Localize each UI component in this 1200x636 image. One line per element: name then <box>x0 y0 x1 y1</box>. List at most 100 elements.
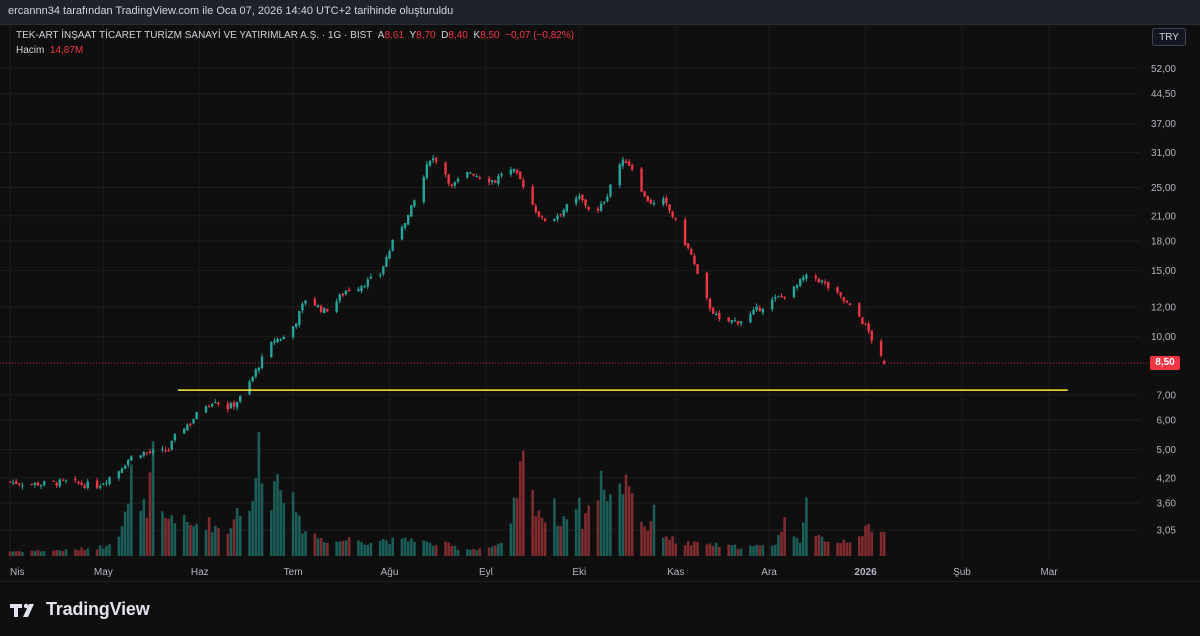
candle-body <box>83 485 86 488</box>
candle-body <box>848 303 852 305</box>
volume-bar <box>363 544 366 556</box>
volume-bar <box>204 530 208 556</box>
time-axis[interactable]: Nis May Haz Tem Ağu Eyl Eki Kas Ara 2026 Şub Mar <box>10 567 1058 578</box>
candle-body <box>519 171 522 180</box>
volume-bar <box>640 521 643 556</box>
volume-bar <box>276 474 279 556</box>
volume-bar <box>792 536 796 556</box>
volume-bar <box>425 541 429 556</box>
low-value: 8,40 <box>448 30 468 41</box>
candle-body <box>522 180 525 187</box>
change-value: −0,07 (−0,82%) <box>505 30 575 41</box>
candle-body <box>805 274 808 279</box>
candle-body <box>413 200 416 207</box>
volume-bar <box>711 546 715 556</box>
candle-body <box>817 279 821 283</box>
volume-bar <box>882 531 886 556</box>
volume-bar <box>14 551 18 556</box>
volume-bar <box>730 545 734 556</box>
volume-bar <box>282 502 286 556</box>
volume-bar <box>665 536 668 556</box>
volume-bar <box>58 550 62 556</box>
volume-legend: Hacim 14,87M <box>16 45 83 56</box>
candle-body <box>214 401 217 404</box>
candle-body <box>802 277 805 280</box>
candle-body <box>428 161 432 166</box>
volume-bar <box>254 478 258 556</box>
volume-bar <box>189 525 192 556</box>
volume-bar <box>279 490 282 556</box>
candle-body <box>447 174 450 184</box>
candle-body <box>217 402 220 405</box>
price-tick-label: 31,00 <box>1151 148 1176 159</box>
candle-body <box>618 164 621 186</box>
candle-body <box>621 159 625 166</box>
candle-body <box>475 176 478 178</box>
candle-body <box>777 296 780 298</box>
volume-bar <box>556 525 559 556</box>
volume-bar <box>864 525 867 556</box>
volume-bar <box>478 548 482 556</box>
volume-bar <box>130 464 133 556</box>
volume-bar <box>369 542 373 556</box>
candle-body <box>606 196 609 202</box>
candle-body <box>151 450 155 454</box>
candle-body <box>683 219 687 245</box>
volume-bar <box>537 510 541 556</box>
volume-bar <box>783 517 786 556</box>
volume-bar <box>30 550 34 556</box>
candle-body <box>587 206 590 210</box>
candle-body <box>127 459 130 465</box>
candle-body <box>229 403 233 409</box>
volume-bar <box>565 519 569 556</box>
volume-bar <box>385 540 388 556</box>
candle-body <box>466 172 469 178</box>
candle-body <box>537 211 541 217</box>
candle-body <box>139 455 142 458</box>
candle-body <box>487 178 491 183</box>
volume-bar <box>167 518 170 556</box>
candle-body <box>99 486 102 488</box>
candle-body <box>578 196 581 199</box>
volume-bar <box>217 528 220 556</box>
volume-bar <box>195 523 198 556</box>
candle-body <box>239 396 242 402</box>
volume-bar <box>512 497 516 556</box>
volume-bar <box>705 544 709 556</box>
candle-body <box>739 321 743 324</box>
volume-bar <box>413 541 416 556</box>
volume-bar <box>391 537 394 556</box>
volume-bar <box>475 550 478 556</box>
chart-pane[interactable]: 52,00 44,50 37,00 31,00 25,00 21,00 18,00 15,00… <box>0 25 1200 581</box>
candle-body <box>472 173 475 176</box>
price-axis[interactable]: 52,00 44,50 37,00 31,00 25,00 21,00 18,00 15,00… <box>1151 64 1176 537</box>
candle-body <box>77 481 80 484</box>
volume-bar <box>120 526 124 556</box>
candle-body <box>662 198 665 205</box>
candle-body <box>736 321 740 324</box>
candle-body <box>836 287 839 293</box>
volume-bar <box>627 486 631 556</box>
currency-button[interactable]: TRY <box>1152 28 1186 46</box>
volume-bar <box>77 550 80 556</box>
candle-body <box>531 186 534 205</box>
candle-body <box>388 251 391 259</box>
top-bar: ercannn34 tarafından TradingView.com ile… <box>0 0 1200 25</box>
volume-bar <box>693 541 696 556</box>
volume-bar <box>494 545 497 556</box>
volume-bar <box>587 505 590 556</box>
candle-body <box>142 452 145 456</box>
candle-body <box>444 162 447 175</box>
volume-bar <box>145 517 149 556</box>
candle-body <box>257 367 261 371</box>
candle-body <box>235 402 239 408</box>
volume-bar <box>562 516 566 556</box>
tradingview-logo[interactable]: TradingView <box>10 599 150 620</box>
volume-bar <box>403 537 407 556</box>
volume-bar <box>668 539 671 556</box>
candle-body <box>357 289 360 292</box>
candle-body <box>826 282 830 289</box>
candlestick-chart[interactable]: 52,00 44,50 37,00 31,00 25,00 21,00 18,00 15,00… <box>0 25 1200 581</box>
candle-body <box>845 300 849 303</box>
volume-bar <box>192 526 195 556</box>
